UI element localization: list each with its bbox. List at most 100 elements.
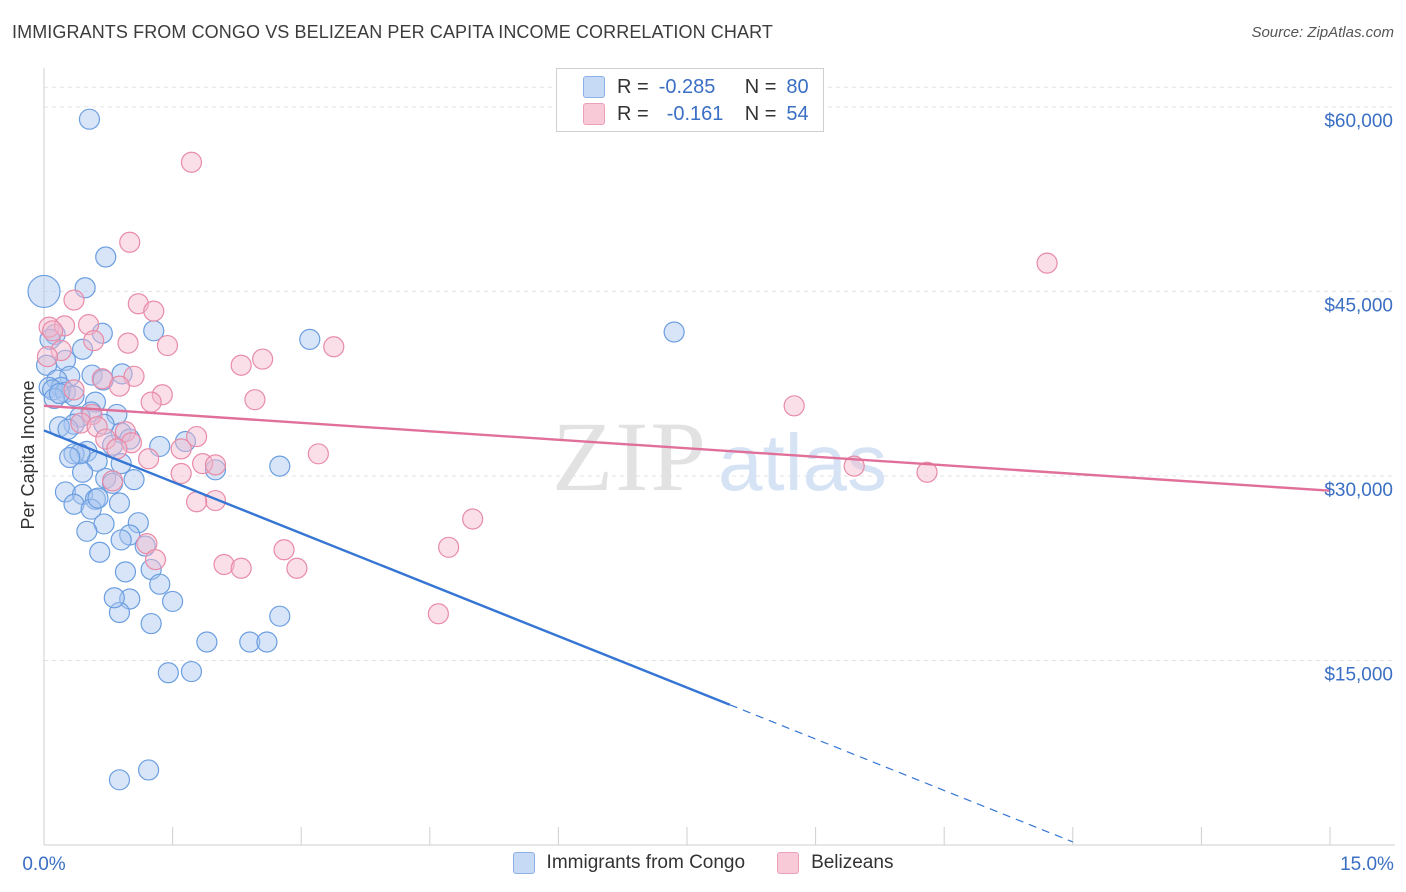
legend-r-congo: -0.285 <box>658 75 716 98</box>
congo-point <box>256 631 278 653</box>
correlation-legend: R = -0.285 N = 80 R = -0.161 N = 54 <box>556 68 824 132</box>
legend-r-label: R = <box>617 102 649 125</box>
series-congo-points <box>27 108 685 791</box>
congo-point <box>63 493 85 515</box>
congo-point <box>71 338 94 360</box>
belize-point <box>127 293 149 315</box>
congo-point <box>204 459 227 481</box>
legend-row-congo: R = -0.285 N = 80 <box>583 74 809 100</box>
belize-point <box>427 603 449 625</box>
congo-point <box>123 469 145 491</box>
belize-point <box>119 231 141 253</box>
congo-point <box>108 769 131 791</box>
belize-point <box>86 416 108 438</box>
congo-point <box>196 631 218 653</box>
belize-point <box>114 421 137 443</box>
belize-point <box>273 539 295 561</box>
belize-point <box>462 508 484 530</box>
congo-point <box>80 498 102 520</box>
congo-point <box>35 354 58 376</box>
legend-n-label: N = <box>744 75 777 98</box>
belize-point <box>916 461 938 483</box>
congo-point <box>110 529 132 551</box>
belize-point <box>252 348 274 370</box>
congo-point <box>269 605 291 627</box>
belize-point <box>180 151 203 173</box>
belize-point <box>156 334 179 357</box>
legend-label-belize: Belizeans <box>811 852 894 873</box>
x-tick-label-max: 15.0% <box>1340 854 1394 875</box>
legend-swatch-congo <box>583 76 605 98</box>
congo-trend-extension <box>729 704 1074 843</box>
congo-point <box>63 443 85 465</box>
congo-point <box>41 379 64 401</box>
watermark-zip: ZIP <box>552 401 708 512</box>
congo-point <box>239 631 261 653</box>
congo-point <box>140 612 162 635</box>
belize-point <box>307 443 329 465</box>
congo-point <box>114 561 137 583</box>
legend-item-belize: Belizeans <box>777 852 893 874</box>
belize-point <box>117 332 139 354</box>
legend-swatch-belize <box>583 103 605 125</box>
legend-swatch-belize-bottom <box>777 852 800 874</box>
legend-item-congo: Immigrants from Congo <box>512 852 746 874</box>
congo-point <box>103 587 125 609</box>
congo-point <box>101 434 124 456</box>
belize-point <box>108 375 131 397</box>
legend-label-congo: Immigrants from Congo <box>546 852 746 873</box>
belize-point <box>151 384 173 406</box>
congo-trend-line <box>43 429 731 706</box>
belize-point <box>137 448 160 470</box>
belize-point <box>438 536 460 558</box>
congo-point <box>299 328 321 351</box>
belize-point <box>230 354 252 376</box>
legend-n-label: N = <box>744 102 777 125</box>
congo-point <box>108 492 131 514</box>
congo-point <box>137 759 160 781</box>
belize-trend-line <box>43 404 1331 492</box>
congo-point <box>39 328 61 351</box>
source-label: Source: ZipAtlas.com <box>1251 24 1394 41</box>
congo-point <box>54 481 77 503</box>
series-belize-points <box>36 151 1058 625</box>
congo-point <box>269 455 291 477</box>
y-tick-label: $30,000 <box>1324 480 1393 501</box>
legend-r-belize: -0.161 <box>666 102 724 125</box>
legend-r-label: R = <box>617 75 649 98</box>
x-tick-label-min: 0.0% <box>22 854 65 875</box>
belize-point <box>38 316 60 338</box>
congo-point <box>54 381 77 403</box>
series-legend: Immigrants from Congo Belizeans <box>0 852 1406 874</box>
belize-point <box>123 365 145 387</box>
legend-row-belize: R = -0.161 N = 54 <box>583 101 809 127</box>
congo-point <box>149 573 171 595</box>
belize-point <box>77 314 100 336</box>
belize-point <box>170 462 192 485</box>
belize-point <box>50 339 72 362</box>
belize-point <box>53 315 76 337</box>
congo-point <box>59 446 81 469</box>
belize-point <box>63 289 85 311</box>
legend-n-congo: 80 <box>786 75 809 98</box>
congo-point <box>78 108 101 130</box>
congo-point <box>87 487 109 509</box>
congo-point <box>38 376 60 398</box>
belize-point <box>144 549 167 571</box>
belize-point <box>204 489 227 512</box>
congo-point <box>663 321 685 343</box>
belize-point <box>843 455 865 477</box>
belize-point <box>1036 252 1058 274</box>
congo-point <box>89 541 111 563</box>
congo-point <box>127 512 149 534</box>
watermark-atlas: atlas <box>718 418 887 507</box>
belize-point <box>143 300 165 322</box>
congo-point <box>157 662 179 684</box>
y-tick-label: $60,000 <box>1324 111 1393 132</box>
belize-point <box>140 391 162 413</box>
belize-point <box>36 346 59 368</box>
belize-point <box>323 336 345 358</box>
belize-point <box>230 557 252 579</box>
belize-point <box>83 330 105 352</box>
congo-point <box>27 274 61 309</box>
